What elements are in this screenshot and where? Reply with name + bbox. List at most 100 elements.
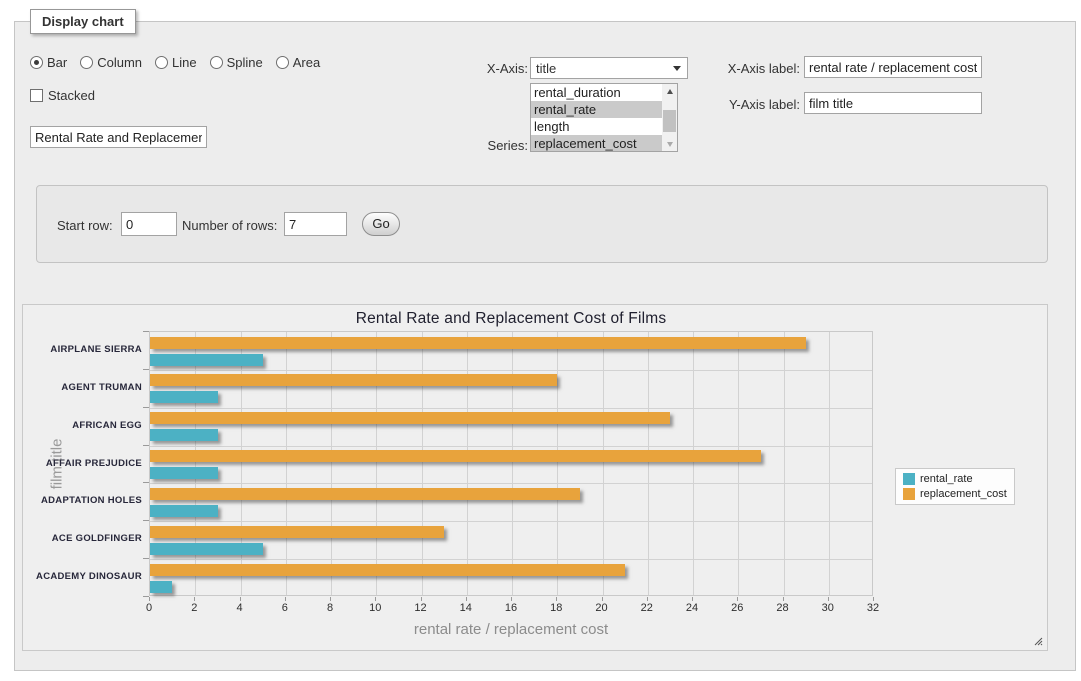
radio-label: Bar	[47, 55, 67, 70]
gridline	[693, 332, 694, 595]
gridline	[557, 332, 558, 595]
x-axis-tick-label: 2	[179, 602, 209, 614]
x-axis-tick	[240, 597, 241, 601]
radio-icon[interactable]	[80, 56, 93, 69]
radio-icon[interactable]	[276, 56, 289, 69]
x-axis-tick	[828, 597, 829, 601]
x-axis-tick-label: 22	[632, 602, 662, 614]
chart-type-radio-line[interactable]: Line	[155, 55, 197, 70]
x-axis-tick-label: 0	[134, 602, 164, 614]
go-button[interactable]: Go	[362, 212, 400, 236]
chart-title-input[interactable]	[30, 126, 207, 148]
series-option-rental_rate[interactable]: rental_rate	[531, 101, 662, 118]
scroll-up-icon[interactable]	[662, 84, 677, 98]
y-axis-tick	[143, 369, 149, 370]
x-axis-tick	[421, 597, 422, 601]
scroll-down-icon[interactable]	[662, 137, 677, 151]
x-axis-tick	[783, 597, 784, 601]
listbox-scrollbar[interactable]	[662, 84, 677, 151]
stacked-label: Stacked	[48, 88, 95, 103]
x-axis-tick	[692, 597, 693, 601]
gridline	[241, 332, 242, 595]
x-axis-tick-label: 14	[451, 602, 481, 614]
number-of-rows-input[interactable]	[284, 212, 347, 236]
x-axis-tick	[330, 597, 331, 601]
chart-type-radio-bar[interactable]: Bar	[30, 55, 67, 70]
radio-label: Column	[97, 55, 142, 70]
legend-item-rental_rate: rental_rate	[903, 473, 1007, 485]
x-axis-tick-label: 12	[406, 602, 436, 614]
y-axis-tick	[143, 520, 149, 521]
x-axis-select[interactable]: title	[530, 57, 688, 79]
chart-type-radio-spline[interactable]: Spline	[210, 55, 263, 70]
gridline	[648, 332, 649, 595]
scrollbar-thumb[interactable]	[663, 110, 676, 132]
display-chart-page: Display chart BarColumnLineSplineArea St…	[0, 0, 1081, 681]
chevron-down-icon	[673, 66, 681, 71]
gridline	[784, 332, 785, 595]
x-axis-tick	[466, 597, 467, 601]
legend-label: replacement_cost	[920, 488, 1007, 500]
x-axis-tick-label: 4	[225, 602, 255, 614]
category-label: AIRPLANE SIERRA	[23, 344, 142, 355]
y-axis-label-caption: Y-Axis label:	[700, 97, 800, 112]
x-axis-tick	[375, 597, 376, 601]
start-row-label: Start row:	[57, 218, 113, 233]
x-axis-label-input[interactable]	[804, 56, 982, 78]
bar-rental_rate	[150, 581, 172, 593]
gridline	[331, 332, 332, 595]
category-label: AFFAIR PREJUDICE	[23, 458, 142, 469]
gridline	[467, 332, 468, 595]
x-axis-tick	[602, 597, 603, 601]
radio-label: Area	[293, 55, 320, 70]
gridline	[738, 332, 739, 595]
series-option-length[interactable]: length	[531, 118, 662, 135]
radio-icon[interactable]	[155, 56, 168, 69]
gridline	[603, 332, 604, 595]
category-label: AGENT TRUMAN	[23, 382, 142, 393]
y-axis-tick	[143, 445, 149, 446]
bar-rental_rate	[150, 429, 218, 441]
x-axis-label-caption: X-Axis label:	[700, 61, 800, 76]
x-axis-tick	[556, 597, 557, 601]
series-options: rental_durationrental_ratelengthreplacem…	[531, 84, 662, 151]
gridline	[150, 483, 872, 484]
gridline	[512, 332, 513, 595]
x-axis-tick-label: 20	[587, 602, 617, 614]
chart-type-radio-area[interactable]: Area	[276, 55, 320, 70]
series-listbox[interactable]: rental_durationrental_ratelengthreplacem…	[530, 83, 678, 152]
x-axis-tick-label: 30	[813, 602, 843, 614]
y-axis-tick	[143, 407, 149, 408]
legend-label: rental_rate	[920, 473, 973, 485]
chart-type-radio-group: Bar Column Line Spline Area	[30, 55, 320, 70]
gridline	[829, 332, 830, 595]
y-axis-label-input[interactable]	[804, 92, 982, 114]
bar-rental_rate	[150, 543, 263, 555]
bar-replacement_cost	[150, 488, 580, 500]
stacked-checkbox-row: Stacked	[30, 88, 95, 103]
stacked-checkbox[interactable]	[30, 89, 43, 102]
bar-rental_rate	[150, 354, 263, 366]
x-axis-tick-label: 10	[360, 602, 390, 614]
series-option-rental_duration[interactable]: rental_duration	[531, 84, 662, 101]
radio-label: Line	[172, 55, 197, 70]
category-label: AFRICAN EGG	[23, 420, 142, 431]
radio-icon[interactable]	[30, 56, 43, 69]
x-axis-tick	[511, 597, 512, 601]
radio-icon[interactable]	[210, 56, 223, 69]
resize-handle-icon[interactable]	[1034, 637, 1043, 646]
series-option-replacement_cost[interactable]: replacement_cost	[531, 135, 662, 152]
start-row-input[interactable]	[121, 212, 177, 236]
x-axis-select-label: X-Axis:	[458, 61, 528, 76]
chart-plot-area	[149, 331, 873, 596]
x-axis-tick	[873, 597, 874, 601]
bar-replacement_cost	[150, 374, 557, 386]
gridline	[150, 408, 872, 409]
bar-replacement_cost	[150, 564, 625, 576]
gridline	[286, 332, 287, 595]
y-axis-tick	[143, 331, 149, 332]
category-label: ACE GOLDFINGER	[23, 533, 142, 544]
chart-type-radio-column[interactable]: Column	[80, 55, 142, 70]
gridline	[376, 332, 377, 595]
number-of-rows-label: Number of rows:	[182, 218, 277, 233]
